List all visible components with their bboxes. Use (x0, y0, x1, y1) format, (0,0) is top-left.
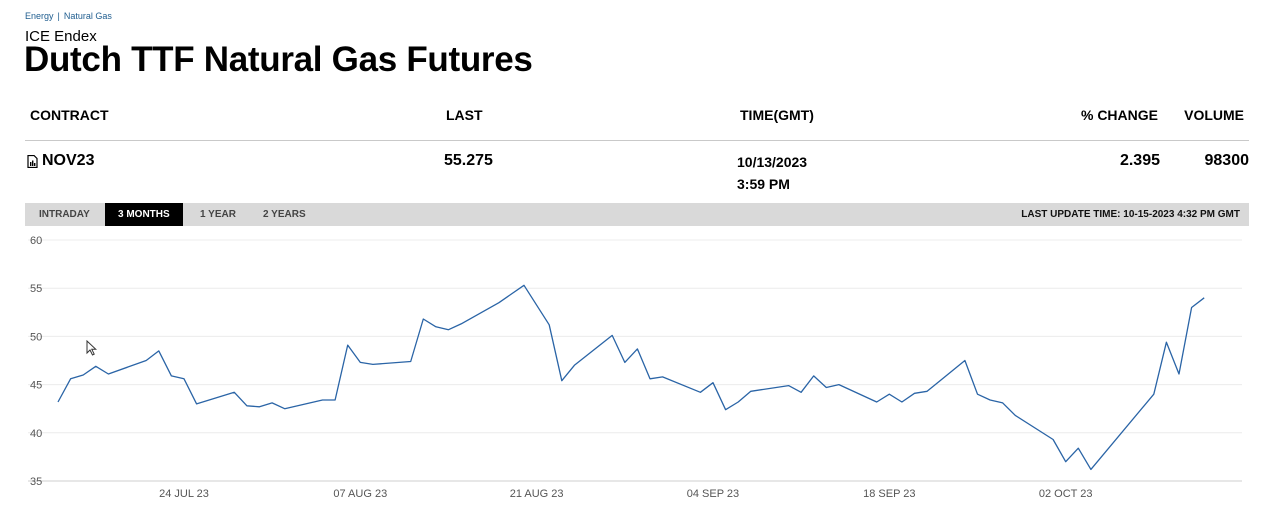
y-tick-label: 45 (30, 380, 42, 392)
volume-value: 98300 (1204, 152, 1250, 169)
tab-3-months[interactable]: 3 MONTHS (105, 203, 183, 226)
x-tick-label: 02 OCT 23 (1039, 488, 1093, 500)
exchange-name: ICE Endex (25, 28, 97, 45)
x-tick-label: 21 AUG 23 (510, 488, 564, 500)
x-tick-label: 04 SEP 23 (687, 488, 739, 500)
last-price: 55.275 (444, 152, 493, 169)
x-tick-label: 18 SEP 23 (863, 488, 915, 500)
x-tick-label: 07 AUG 23 (333, 488, 387, 500)
y-tick-label: 50 (30, 331, 42, 343)
y-tick-label: 40 (30, 428, 42, 440)
series-line-0 (57, 284, 1205, 471)
price-chart[interactable]: 35 40 45 50 55 60 24 JUL 23 07 AUG 23 21 AUG 23 0… (0, 226, 1280, 518)
breadcrumb: Energy | Natural Gas (25, 11, 112, 21)
header-last: LAST (446, 107, 483, 123)
header-contract: CONTRACT (30, 107, 109, 123)
header-pct-change: % CHANGE (1080, 107, 1158, 123)
x-tick-label: 24 JUL 23 (159, 488, 209, 500)
trade-date: 10/13/2023 (737, 154, 808, 170)
contract-cell[interactable]: NOV23 (27, 152, 94, 170)
breadcrumb-item-energy[interactable]: Energy (25, 11, 54, 21)
y-tick-label: 35 (30, 476, 42, 488)
tab-1-year[interactable]: 1 YEAR (200, 209, 236, 220)
chart-range-tabbar: INTRADAY 3 MONTHS 1 YEAR 2 YEARS LAST UP… (25, 203, 1249, 226)
last-trade-time: 10/13/2023 3:59 PM (737, 151, 807, 195)
page-title: Dutch TTF Natural Gas Futures (24, 40, 533, 79)
document-icon (27, 154, 38, 168)
mouse-cursor-icon (86, 340, 97, 356)
last-update-time: LAST UPDATE TIME: 10-15-2023 4:32 PM GMT (1021, 209, 1240, 220)
trade-time: 3:59 PM (737, 176, 790, 192)
header-time: TIME(GMT) (740, 107, 814, 123)
percent-change: 2.395 (1119, 152, 1160, 169)
contract-name: NOV23 (42, 152, 95, 169)
y-tick-label: 60 (30, 235, 42, 247)
tab-intraday[interactable]: INTRADAY (39, 209, 90, 220)
header-divider (25, 140, 1249, 141)
y-tick-label: 55 (30, 283, 42, 295)
breadcrumb-item-natural-gas[interactable]: Natural Gas (63, 11, 112, 21)
header-volume: VOLUME (1184, 107, 1244, 123)
breadcrumb-separator: | (57, 11, 60, 21)
tab-2-years[interactable]: 2 YEARS (263, 209, 306, 220)
